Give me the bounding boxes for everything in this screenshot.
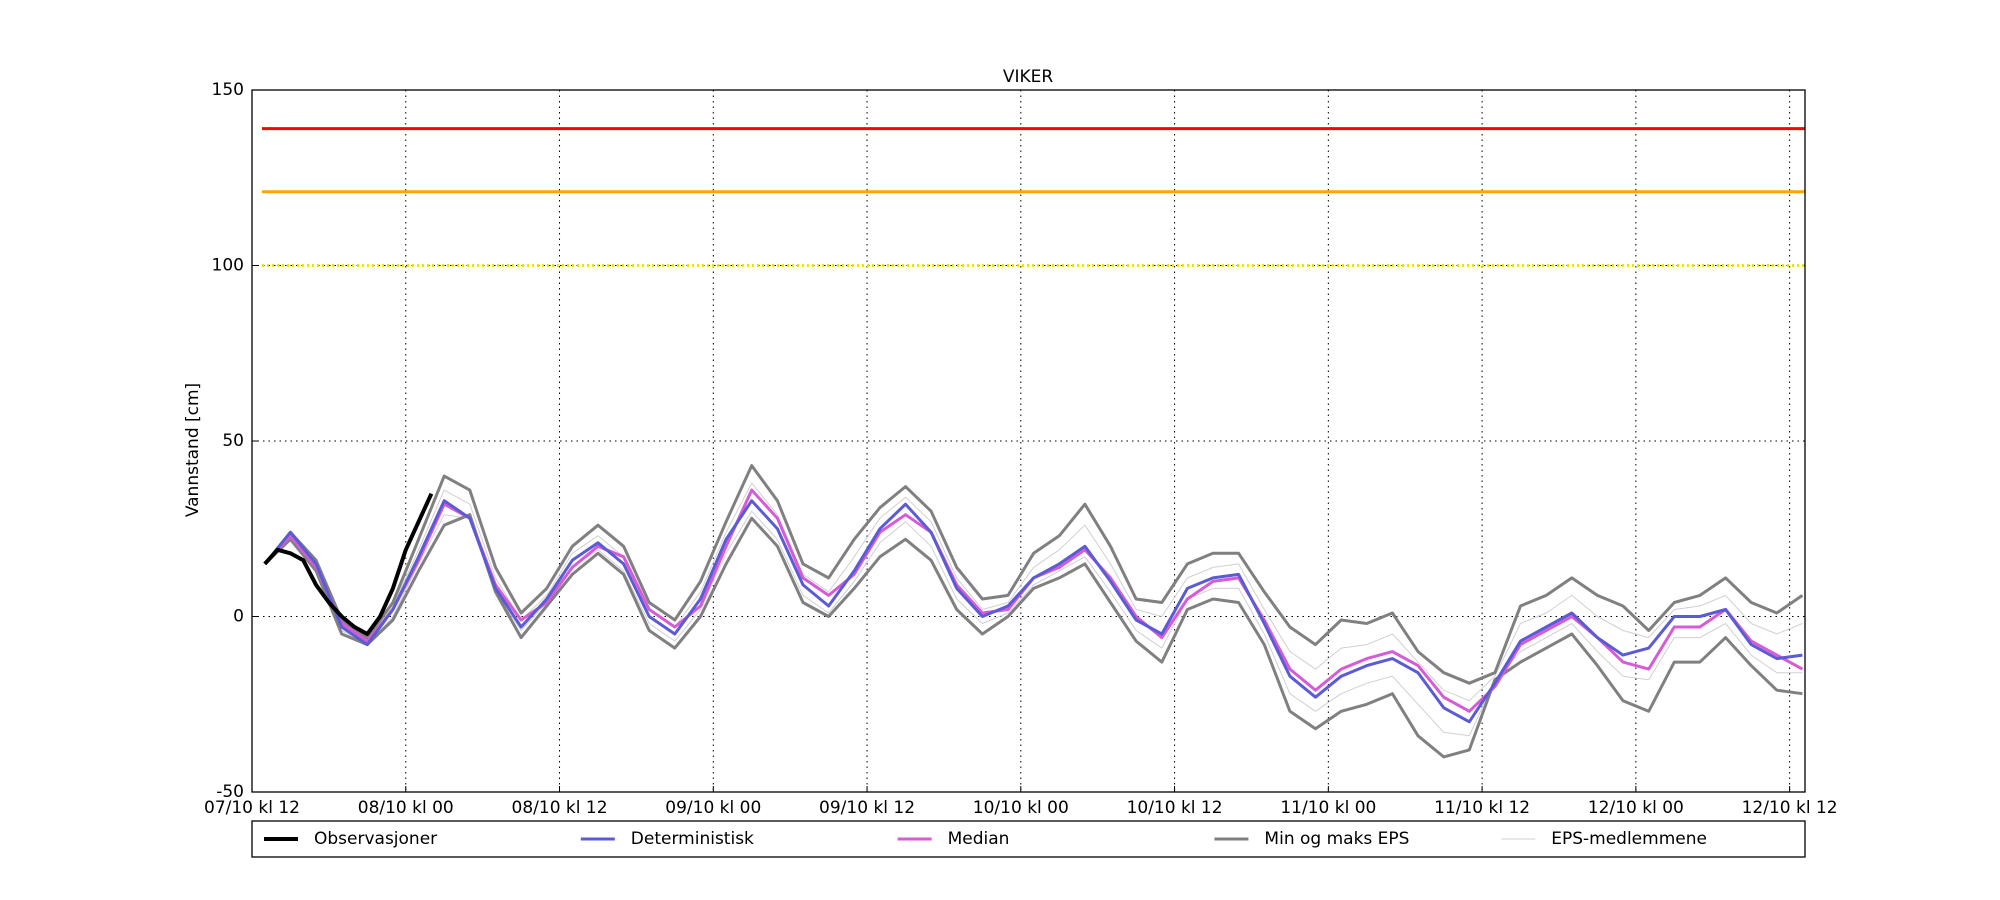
y-tick-label: 100	[212, 256, 244, 276]
y-axis-label: Vannstand [cm]	[183, 383, 203, 517]
series-line	[263, 499, 1803, 724]
legend-label: EPS-medlemmene	[1551, 829, 1707, 849]
legend-label: Deterministisk	[631, 829, 754, 849]
legend-box	[251, 820, 1806, 858]
y-tick-label: -50	[216, 782, 244, 802]
series-line	[263, 492, 434, 636]
series-line	[263, 488, 1804, 713]
x-tick-label: 10/10 kl 00	[973, 798, 1069, 818]
x-tick-label: 08/10 kl 00	[358, 798, 454, 818]
legend-label: Min og maks EPS	[1264, 829, 1409, 849]
x-tick-label: 12/10 kl 00	[1588, 798, 1684, 818]
series-line	[264, 510, 1803, 737]
legend-label: Observasjoner	[314, 829, 437, 849]
chart-title: VIKER	[1003, 67, 1054, 87]
y-tick-label: 150	[212, 80, 244, 100]
x-tick-label: 09/10 kl 00	[665, 798, 761, 818]
legend-label: Median	[948, 829, 1010, 849]
x-tick-label: 07/10 kl 12	[204, 798, 300, 818]
y-tick-label: 0	[233, 607, 244, 627]
series-line	[263, 513, 1803, 759]
x-tick-label: 11/10 kl 00	[1280, 798, 1376, 818]
x-tick-label: 09/10 kl 12	[819, 798, 915, 818]
y-tick-label: 50	[222, 431, 244, 451]
x-tick-label: 11/10 kl 12	[1434, 798, 1530, 818]
x-tick-label: 08/10 kl 12	[512, 798, 608, 818]
series-line	[263, 464, 1804, 685]
x-tick-label: 12/10 kl 12	[1742, 798, 1838, 818]
x-tick-label: 10/10 kl 12	[1127, 798, 1223, 818]
plot-frame	[251, 89, 1806, 793]
